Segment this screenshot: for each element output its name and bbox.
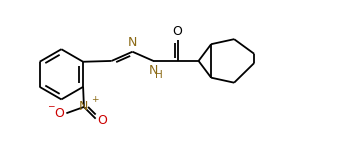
Text: O: O — [98, 114, 107, 127]
Text: N: N — [149, 64, 158, 77]
Text: H: H — [155, 70, 163, 80]
Text: −: − — [47, 101, 54, 110]
Text: O: O — [54, 107, 64, 120]
Text: N: N — [128, 36, 137, 49]
Text: +: + — [91, 95, 98, 104]
Text: O: O — [173, 24, 182, 38]
Text: N: N — [79, 100, 89, 113]
